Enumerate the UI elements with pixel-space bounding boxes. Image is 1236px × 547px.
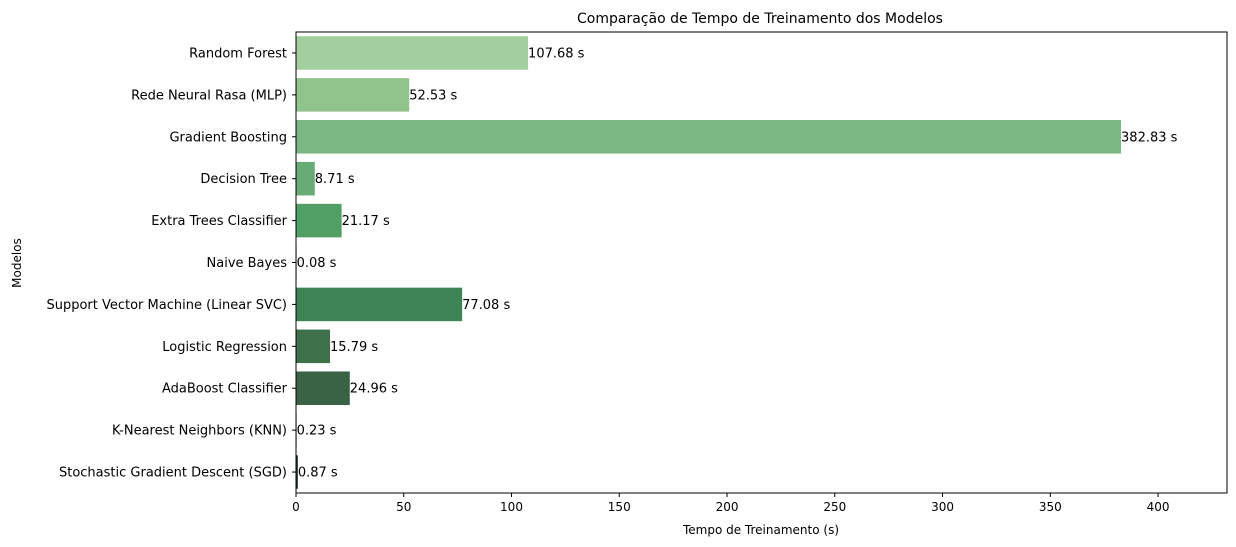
x-axis-label: Tempo de Treinamento (s) (682, 523, 839, 537)
x-tick-label: 350 (1039, 500, 1062, 514)
bar (296, 78, 410, 112)
x-tick-label: 150 (608, 500, 631, 514)
y-tick-label: Decision Tree (200, 172, 287, 187)
bar (296, 455, 298, 489)
y-tick-label: AdaBoost Classifier (162, 382, 288, 397)
y-tick-label: Rede Neural Rasa (MLP) (131, 88, 287, 103)
x-tick-label: 200 (716, 500, 739, 514)
bar-value-label: 0.08 s (297, 256, 337, 271)
bar-value-label: 382.83 s (1121, 130, 1178, 145)
x-tick-label: 0 (292, 500, 300, 514)
bar-value-label: 107.68 s (528, 46, 585, 61)
y-tick-label: Extra Trees Classifier (151, 214, 287, 229)
plot-area-frame (295, 31, 1228, 494)
bar (296, 36, 529, 70)
bar-value-label: 8.71 s (315, 172, 355, 187)
y-tick-labels: Random Forest Rede Neural Rasa (MLP) Gradi… (46, 46, 296, 481)
y-tick-label: Gradient Boosting (169, 130, 287, 145)
bars-group: 107.68 s 52.53 s 382.83 s 8.71 s 21.17 s 0.08… (296, 36, 1178, 489)
bar (296, 120, 1122, 154)
y-axis-label: Modelos (10, 238, 24, 288)
bar (296, 287, 463, 322)
bar-value-label: 77.08 s (462, 298, 510, 313)
bar (296, 371, 350, 405)
bar (296, 203, 342, 238)
x-tick-label: 300 (931, 500, 954, 514)
y-tick-label: K-Nearest Neighbors (KNN) (112, 424, 287, 439)
bar-value-label: 0.23 s (297, 424, 337, 439)
y-tick-label: Stochastic Gradient Descent (SGD) (59, 466, 287, 481)
y-tick-label: Random Forest (189, 46, 287, 61)
y-tick-label: Support Vector Machine (Linear SVC) (46, 298, 287, 313)
bar-value-label: 0.87 s (298, 466, 338, 481)
chart-title: Comparação de Tempo de Treinamento dos M… (577, 11, 943, 27)
x-tick-label: 400 (1147, 500, 1170, 514)
x-tick-label: 50 (396, 500, 411, 514)
x-ticks: 0 50 100 150 200 250 300 350 400 (292, 493, 1169, 514)
bar-value-label: 24.96 s (350, 382, 398, 397)
bar (296, 161, 315, 196)
y-tick-label: Naive Bayes (207, 256, 288, 271)
bar (296, 329, 331, 364)
x-tick-label: 100 (500, 500, 523, 514)
bar-value-label: 52.53 s (409, 88, 457, 103)
bar-value-label: 21.17 s (342, 214, 390, 229)
bar-value-label: 15.79 s (330, 340, 378, 355)
x-tick-label: 250 (823, 500, 846, 514)
y-tick-label: Logistic Regression (162, 340, 287, 355)
